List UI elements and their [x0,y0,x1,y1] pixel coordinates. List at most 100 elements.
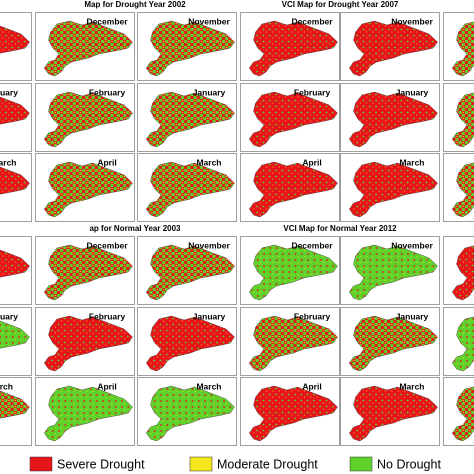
month-label: February [89,87,126,97]
map-shape [452,21,474,77]
group-title: Map for Drought Year 2002 [84,0,186,9]
map-panel: November [137,12,237,81]
map-shape [44,385,133,442]
map-shape [249,244,338,301]
map-shape [0,96,30,125]
map-shape [0,166,30,195]
month-label: December [86,240,128,250]
map-panel: March [0,153,32,222]
map-shape [452,245,474,301]
map-panel: January [137,83,237,152]
map-panel: anuary [0,307,32,376]
map-shape [146,20,235,77]
map-panel [0,12,32,81]
month-label: November [391,16,433,26]
map-shape [452,316,474,372]
map-panel [443,377,474,446]
group-title: ap for Normal Year 2003 [89,224,181,233]
month-label: March [0,157,17,167]
map-panel: April [240,153,340,222]
map-shape [0,25,30,54]
map-shape [44,91,133,148]
map-shape [146,385,235,442]
group-title: VCI Map for Normal Year 2012 [283,224,397,233]
map-panel: April [35,153,135,222]
map-panel: December [240,12,340,81]
month-label: February [294,311,331,321]
map-shape [249,315,338,372]
map-panel: February [240,83,340,152]
map-shape [0,390,30,419]
legend-swatch [349,456,373,472]
month-label: arch [0,381,13,391]
map-panel: March [340,153,440,222]
legend-label: No Drought [377,457,441,471]
map-panel: November [340,236,440,305]
map-panel: January [340,307,440,376]
map-panel [443,153,474,222]
month-label: anuary [0,87,18,97]
month-label: April [302,157,321,167]
legend-swatch [29,456,53,472]
map-panel: December [35,236,135,305]
map-shape [146,244,235,301]
map-panel: February [35,83,135,152]
month-label: March [196,381,221,391]
map-panel [0,236,32,305]
map-shape [0,320,30,349]
map-panel [443,12,474,81]
group-title: VCI Map for Drought Year 2007 [282,0,399,9]
month-label: January [396,311,429,321]
map-shape [452,386,474,442]
month-label: January [396,87,429,97]
map-panel [443,236,474,305]
map-panel: December [240,236,340,305]
map-shape [44,161,133,218]
map-panel: December [35,12,135,81]
map-shape [249,385,338,442]
map-shape [349,385,438,442]
map-shape [44,20,133,77]
map-shape [249,20,338,77]
month-label: November [188,16,230,26]
map-panel: February [240,307,340,376]
map-shape [44,244,133,301]
map-shape [349,20,438,77]
month-label: April [97,157,116,167]
map-panel: November [137,236,237,305]
map-panel: April [35,377,135,446]
map-panel: arch [0,377,32,446]
month-label: anuary [0,311,18,321]
map-shape [349,161,438,218]
month-label: January [193,87,226,97]
map-shape [349,315,438,372]
map-panel: March [137,377,237,446]
map-shape [452,162,474,218]
map-shape [146,91,235,148]
month-label: January [193,311,226,321]
month-label: February [89,311,126,321]
month-label: April [97,381,116,391]
map-panel [443,307,474,376]
month-label: December [86,16,128,26]
month-label: April [302,381,321,391]
map-shape [452,92,474,148]
month-label: February [294,87,331,97]
map-shape [249,161,338,218]
map-panel: March [137,153,237,222]
map-panel [443,83,474,152]
map-shape [0,249,30,278]
map-panel: March [340,377,440,446]
map-shape [146,315,235,372]
map-shape [146,161,235,218]
map-panel: January [137,307,237,376]
map-panel: April [240,377,340,446]
month-label: December [291,16,333,26]
map-shape [349,244,438,301]
month-label: November [391,240,433,250]
legend-swatch [189,456,213,472]
month-label: March [399,157,424,167]
map-shape [249,91,338,148]
map-panel: February [35,307,135,376]
